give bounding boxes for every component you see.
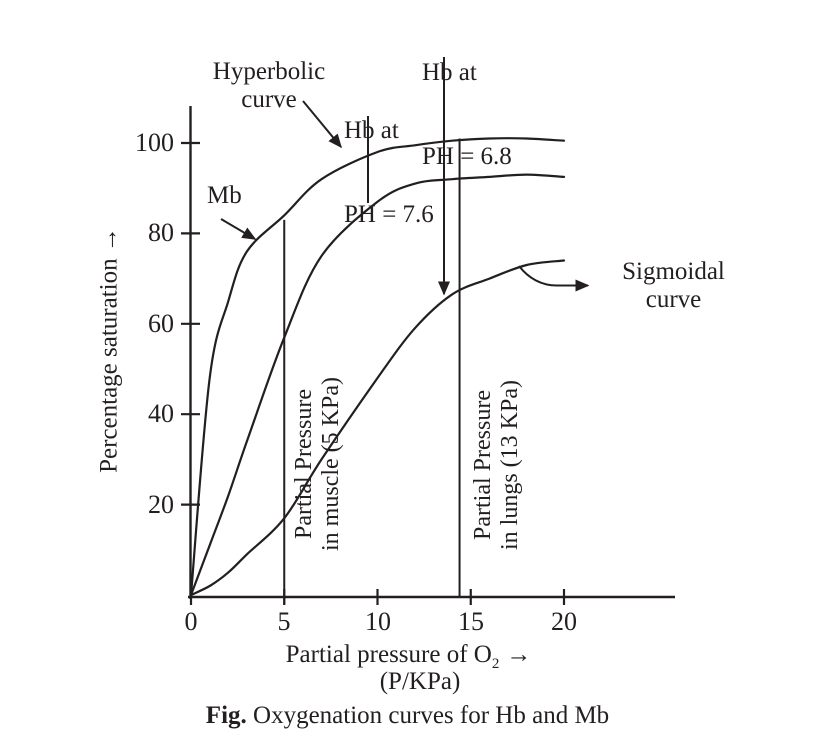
mb-label: Mb xyxy=(207,182,242,209)
y-tick-label-100: 100 xyxy=(135,128,174,157)
muscle-pressure-label: Partial Pressure in muscle (5 KPa) xyxy=(291,377,345,551)
muscle-label-line1: Partial Pressure xyxy=(291,389,317,539)
x-tick-label-20: 20 xyxy=(551,607,577,636)
y-tick-label-20: 20 xyxy=(148,490,174,519)
curve-mb-hyperbolic xyxy=(189,137,566,597)
mb-arrow xyxy=(220,218,257,240)
figure-caption: Fig. Oxygenation curves for Hb and Mb xyxy=(155,702,660,730)
y-tick-marks xyxy=(181,141,200,506)
x-tick-label-5: 5 xyxy=(277,607,291,636)
x-axis-label-subscript: 2 xyxy=(491,656,500,672)
lungs-pressure-label: Partial Pressure in lungs (13 KPa) xyxy=(470,380,524,550)
x-axis-label: Partial pressure of O2 → xyxy=(256,641,561,678)
sigmoidal-label-line1: Sigmoidal xyxy=(622,258,725,285)
caption-prefix: Fig. xyxy=(205,702,247,729)
muscle-label-line2: in muscle (5 KPa) xyxy=(318,377,344,551)
hyperbolic-label-line2: curve xyxy=(241,86,297,113)
hb-ph68-label-line2: PH = 6.8 xyxy=(422,143,512,170)
sigmoidal-curve-arrow xyxy=(518,265,590,292)
lungs-label-line1: Partial Pressure xyxy=(470,390,496,540)
y-axis-label: Percentage saturation → xyxy=(95,227,123,473)
x-tick-label-10: 10 xyxy=(365,607,391,636)
x-axis-unit: (P/KPa) xyxy=(379,668,461,695)
x-axis-label-text: Partial pressure of O xyxy=(285,641,492,668)
y-tick-label-80: 80 xyxy=(148,218,174,247)
sigmoidal-curve-label: Sigmoidal curve xyxy=(601,258,746,314)
right-arrow-icon: → xyxy=(506,641,532,668)
hb-ph76-label-line2: PH = 7.6 xyxy=(344,201,434,228)
y-tick-label-60: 60 xyxy=(148,309,174,338)
hyperbolic-label-line1: Hyperbolic xyxy=(212,58,326,85)
curve-hb-ph-7-6 xyxy=(189,173,566,597)
sigmoidal-label-line2: curve xyxy=(645,286,702,313)
hb-ph76-label-line1: Hb at xyxy=(344,117,399,144)
hb-ph68-label: Hb at PH = 6.8 xyxy=(422,3,512,227)
y-tick-label-40: 40 xyxy=(148,399,174,428)
caption-text: Oxygenation curves for Hb and Mb xyxy=(246,702,610,729)
x-tick-label-15: 15 xyxy=(458,607,484,636)
hb-ph76-label: Hb at PH = 7.6 xyxy=(344,61,434,285)
curve-hb-ph-6-8-sigmoidal xyxy=(189,259,566,597)
hb-ph68-label-line1: Hb at xyxy=(422,59,477,86)
lungs-label-line2: in lungs (13 KPa) xyxy=(497,380,523,550)
hyperbolic-curve-arrow xyxy=(302,100,342,149)
x-tick-label-0: 0 xyxy=(184,607,198,636)
hyperbolic-curve-label: Hyperbolic curve xyxy=(203,58,335,114)
